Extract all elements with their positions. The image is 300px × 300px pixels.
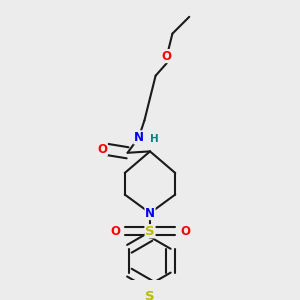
Text: O: O (97, 142, 107, 156)
Text: O: O (162, 50, 172, 63)
Text: S: S (145, 290, 155, 300)
Text: O: O (180, 225, 190, 238)
Text: N: N (134, 131, 144, 144)
Text: O: O (110, 225, 120, 238)
Text: H: H (150, 134, 159, 144)
Text: S: S (145, 225, 155, 238)
Text: N: N (145, 207, 155, 220)
